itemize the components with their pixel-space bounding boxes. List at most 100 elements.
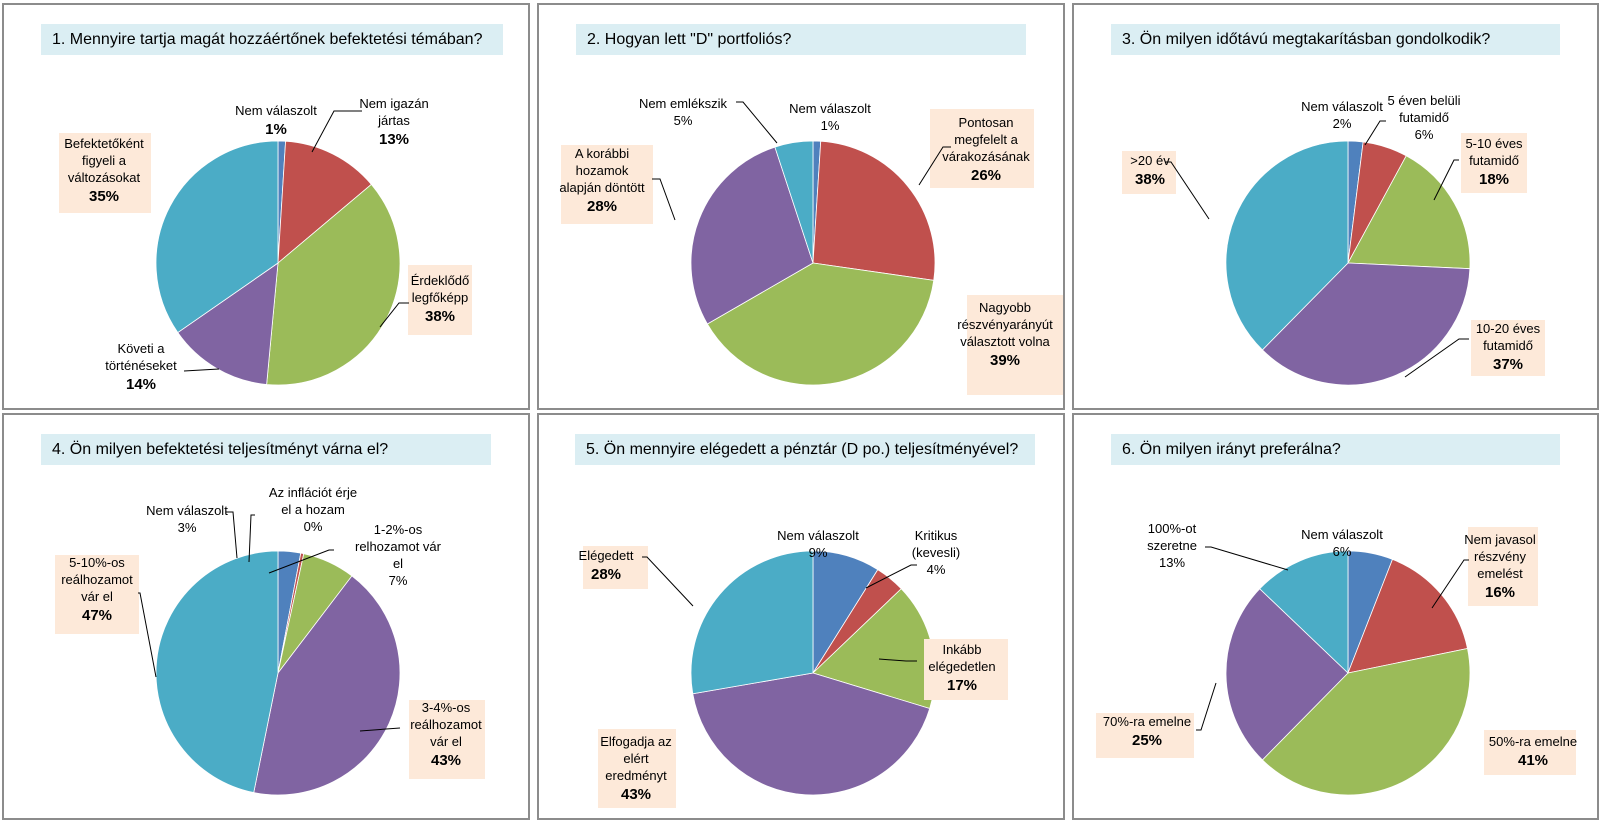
data-label-category: futamidő	[1483, 338, 1533, 353]
data-label-box	[1468, 527, 1538, 606]
pie-slice-2	[812, 140, 936, 281]
pie-slice-4	[1225, 588, 1349, 761]
pie-slice-4	[1261, 262, 1471, 386]
data-label-box	[1471, 320, 1545, 376]
pie-slice-3	[1347, 155, 1471, 270]
data-label-3: 1-2%-os relhozamot vár el 7%	[268, 522, 442, 588]
pie-slice-5	[1259, 550, 1349, 674]
data-label-category: elért	[623, 751, 649, 766]
data-label-value: 35%	[89, 188, 119, 205]
data-label-4: 10-20 éves futamidő 37%	[1404, 320, 1545, 378]
data-label-3: Inkább elégedetlen 17%	[878, 639, 1008, 700]
data-label-category: legfőképp	[412, 290, 468, 305]
data-label-category: elégedetlen	[928, 659, 995, 674]
leader-line	[918, 146, 951, 186]
leader-line	[1404, 338, 1469, 378]
data-label-5: Elégedett 28%	[579, 546, 694, 607]
data-label-value: 3%	[178, 520, 197, 535]
data-label-4: Követi a történéseket 14%	[105, 341, 220, 393]
data-label-value: 6%	[1415, 127, 1434, 142]
data-label-category: Nem válaszolt	[777, 528, 859, 543]
data-label-category: el	[393, 556, 403, 571]
data-label-box	[1096, 713, 1194, 758]
data-label-value: 38%	[1135, 171, 1165, 188]
data-label-value: 0%	[304, 519, 323, 534]
data-label-value: 14%	[126, 376, 156, 393]
data-label-value: 4%	[927, 562, 946, 577]
pie-slice-5	[155, 550, 279, 794]
data-label-category: jártas	[377, 113, 410, 128]
data-label-value: 9%	[809, 545, 828, 560]
data-label-2: Kritikus (kevesli) 4%	[865, 528, 960, 589]
data-label-3: 5-10 éves futamidő 18%	[1433, 133, 1527, 201]
chart-panel-2: 2. Hogyan lett "D" portfoliós? Nem válas…	[537, 3, 1065, 410]
leader-line	[1431, 559, 1469, 609]
data-label-category: futamidő	[1399, 110, 1449, 125]
data-label-category: futamidő	[1469, 153, 1519, 168]
pie-slice-2	[277, 140, 372, 264]
data-label-category: történéseket	[105, 358, 177, 373]
data-labels: Nem válaszolt 6% Nem javasol részvény emelés…	[1096, 521, 1577, 775]
data-label-category: Nem válaszolt	[789, 101, 871, 116]
pie-chart-6: Nem válaszolt 6% Nem javasol részvény emelés…	[1096, 521, 1577, 796]
data-label-category: (kevesli)	[912, 545, 960, 560]
data-label-2: Nem javasol részvény emelést 16%	[1431, 527, 1538, 609]
leader-line	[1364, 120, 1386, 146]
data-label-category: 1-2%-os	[374, 522, 423, 537]
pie-slice-4	[690, 146, 814, 325]
data-label-category: >20 év	[1130, 153, 1170, 168]
data-label-category: hozamok	[576, 163, 629, 178]
chart-panel-4: 4. Ön milyen befektetési teljesítményt v…	[2, 413, 530, 820]
leader-line	[1196, 682, 1217, 731]
leader-line	[878, 658, 917, 662]
chart-panel-3: 3. Ön milyen időtávú megtakarításban gon…	[1072, 3, 1599, 410]
data-label-4: 70%-ra emelne 25%	[1096, 682, 1217, 758]
leader-line	[1165, 161, 1210, 220]
data-label-category: vár el	[81, 589, 113, 604]
data-label-category: Kritikus	[915, 528, 958, 543]
chart-title-5: 5. Ön mennyire elégedett a pénztár (D po…	[575, 434, 1035, 465]
data-label-category: Elégedett	[579, 548, 634, 563]
pie-slice-4	[692, 672, 931, 796]
data-label-box	[409, 700, 485, 779]
pie-chart-1: Nem válaszolt 1% Nem igazán jártas 13% Érdekl…	[59, 96, 472, 393]
data-label-category: Nem igazán	[359, 96, 428, 111]
pie-slices	[1225, 550, 1471, 796]
data-label-category: 50%-ra emelne	[1489, 734, 1577, 749]
data-label-category: 100%-ot	[1148, 521, 1197, 536]
chart-title-3: 3. Ön milyen időtávú megtakarításban gon…	[1111, 24, 1560, 55]
data-label-box	[967, 295, 1063, 395]
pie-slice-3	[706, 262, 935, 386]
leader-line	[248, 514, 255, 563]
data-label-category: részvényarányút	[957, 317, 1053, 332]
leader-line	[1205, 546, 1289, 571]
pie-slices	[1225, 140, 1471, 386]
pie-slice-5	[155, 140, 279, 334]
pie-slice-5	[774, 140, 814, 264]
pie-slices	[155, 140, 401, 386]
data-label-box	[561, 145, 653, 224]
data-label-box	[1484, 730, 1576, 775]
data-label-category: reálhozamot	[61, 572, 133, 587]
data-label-category: 10-20 éves	[1476, 321, 1541, 336]
data-label-value: 38%	[425, 308, 455, 325]
data-label-box	[930, 109, 1034, 188]
data-label-value: 13%	[1159, 555, 1185, 570]
pie-chart-5: Nem válaszolt 9% Kritikus (kevesli) 4% Inkább…	[579, 528, 1008, 808]
data-label-value: 2%	[1333, 116, 1352, 131]
data-labels: Nem válaszolt 9% Kritikus (kevesli) 4% Inkább…	[579, 528, 1008, 808]
leader-line	[1433, 159, 1459, 201]
data-label-4: 3-4%-os reálhozamot vár el 43%	[359, 700, 485, 779]
data-label-box	[1461, 133, 1527, 193]
data-label-category: Nem válaszolt	[1301, 527, 1383, 542]
data-label-box	[55, 555, 139, 634]
chart-title-1: 1. Mennyire tartja magát hozzáértőnek be…	[41, 24, 503, 55]
data-labels: Nem válaszolt 3% Az inflációt érje el a hoz…	[55, 485, 485, 779]
leader-line	[268, 549, 334, 574]
data-label-category: részvény	[1474, 549, 1527, 564]
data-label-2: Pontosan megfelelt a várakozásának 26%	[918, 109, 1034, 188]
leader-line	[865, 564, 917, 589]
data-label-3: 50%-ra emelne 41%	[1484, 730, 1577, 775]
data-label-category: Pontosan	[959, 115, 1014, 130]
data-label-category: választott volna	[960, 334, 1050, 349]
